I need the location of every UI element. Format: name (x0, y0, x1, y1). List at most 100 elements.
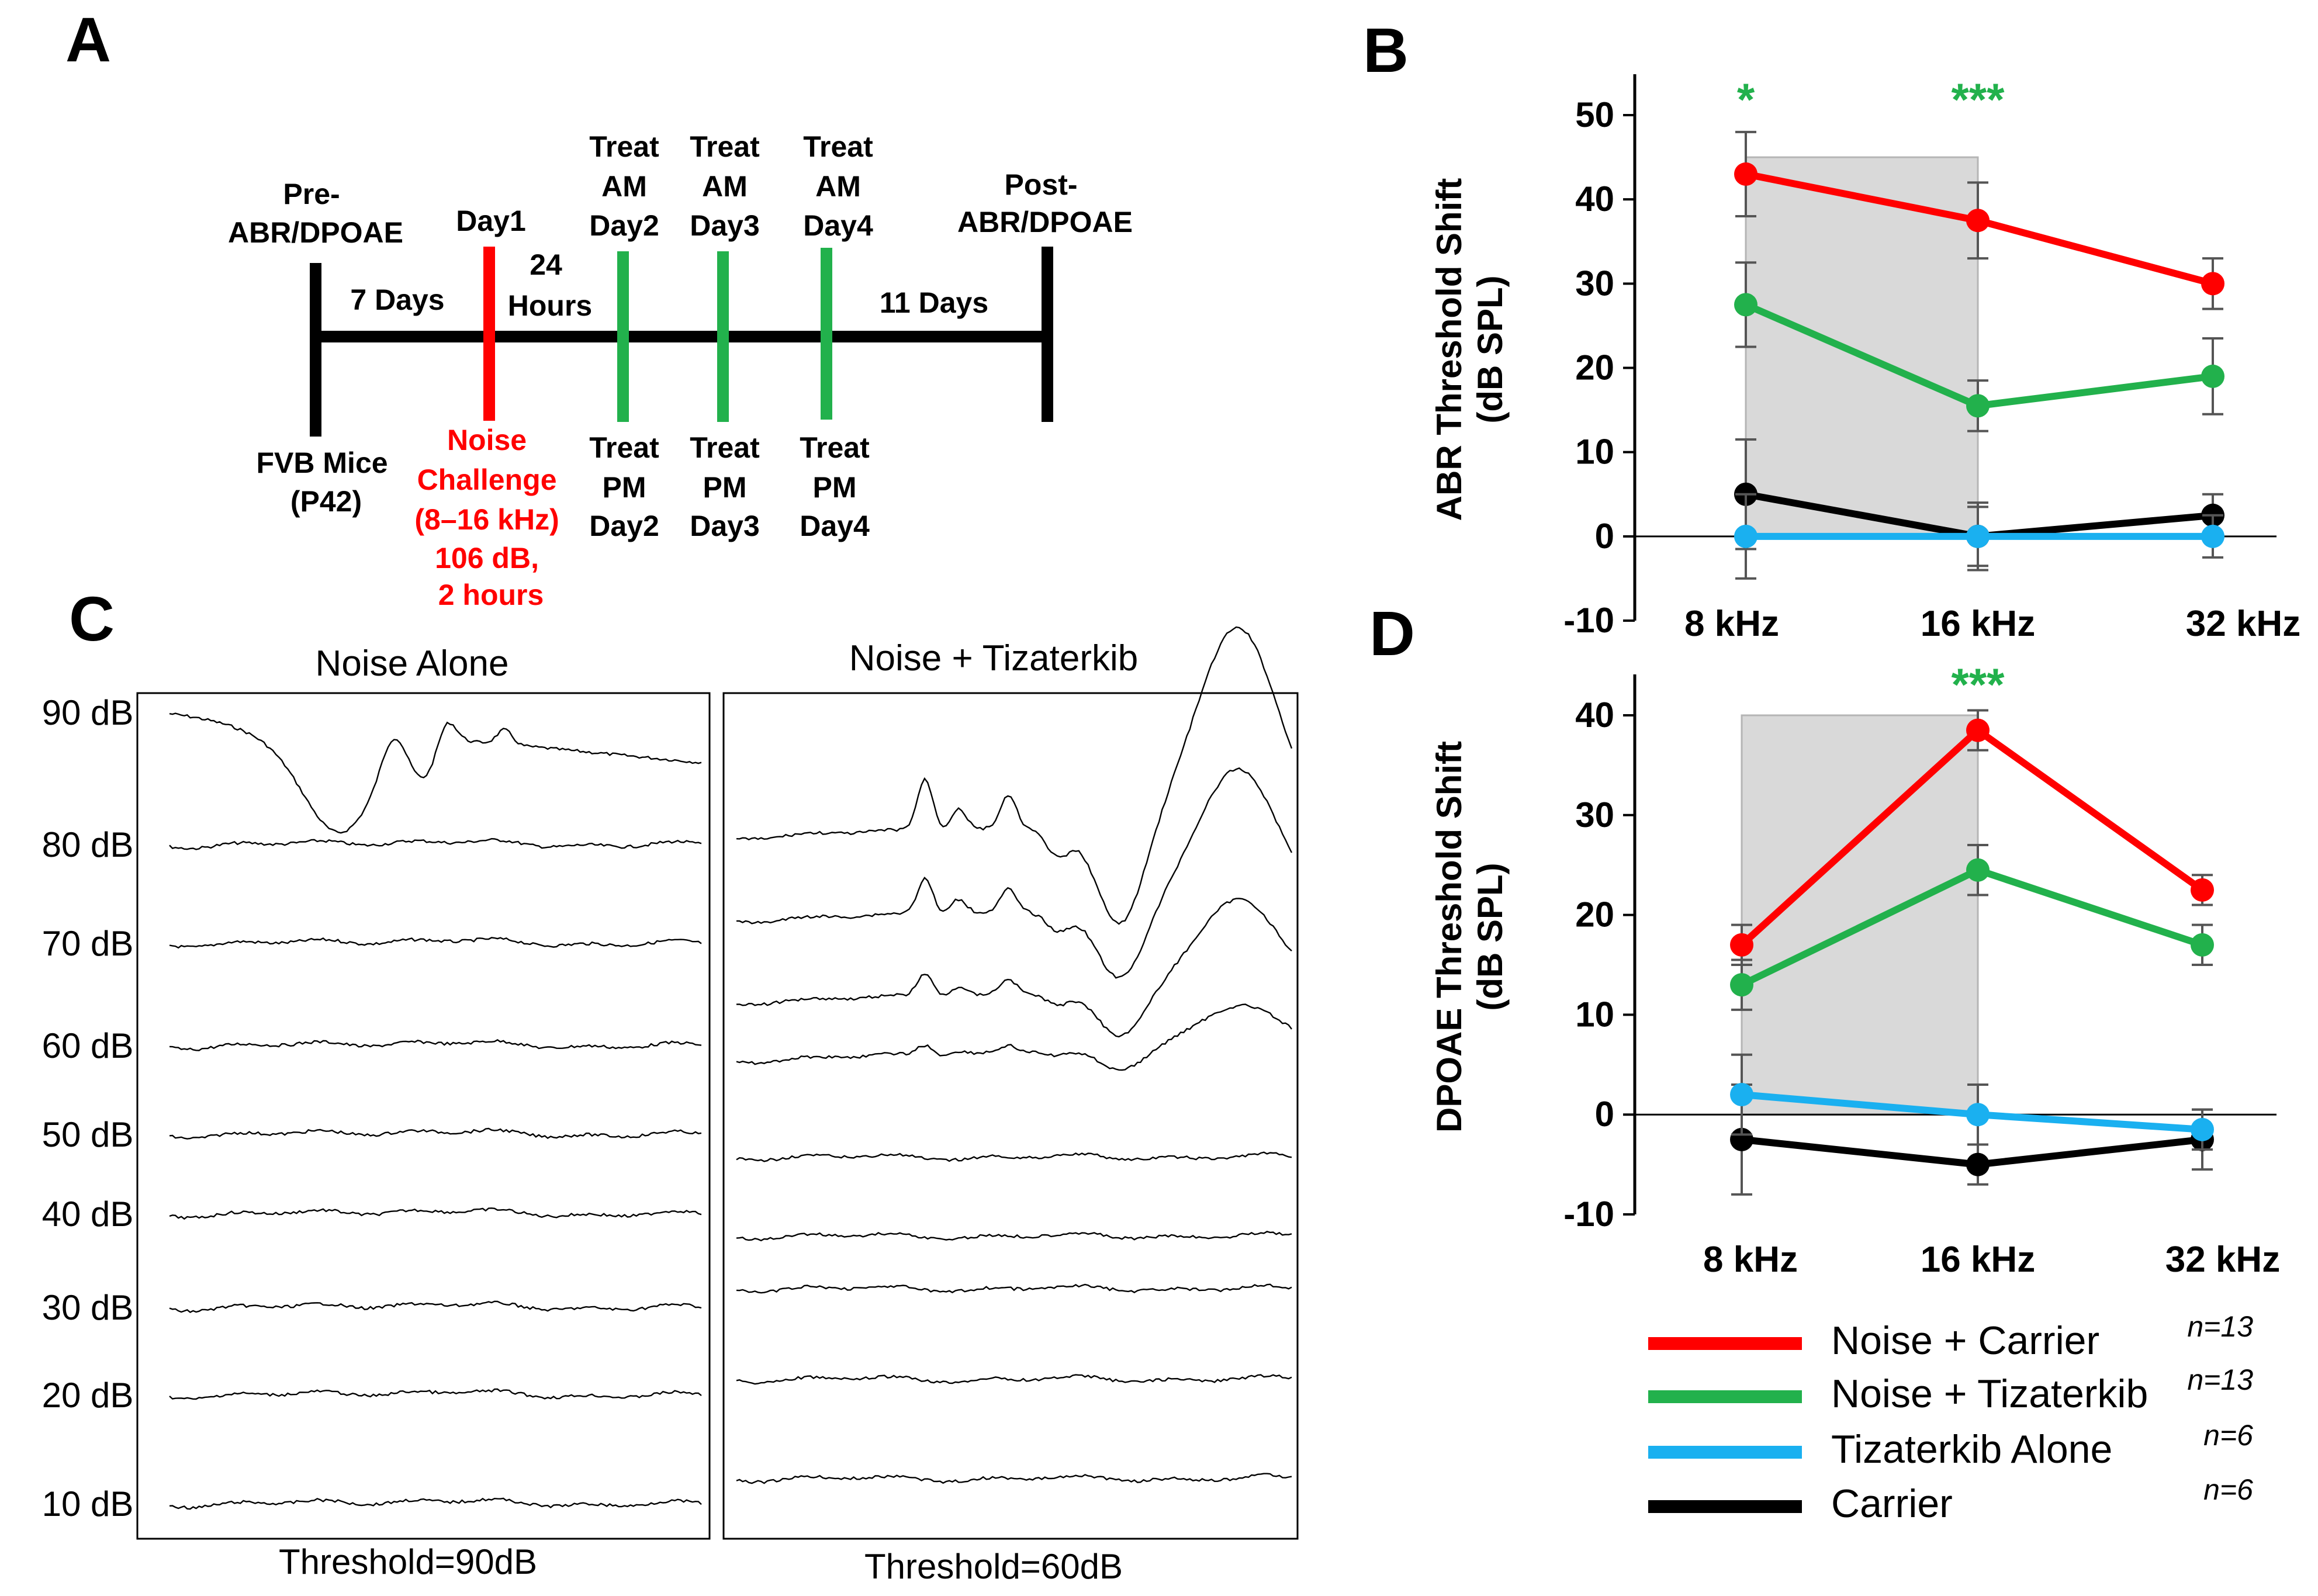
treat-pm-label: Treat PM Day3 (690, 431, 760, 542)
db-level-label: 90 dB (42, 693, 134, 732)
y-axis-title-line: DPOAE Threshold Shift (1430, 741, 1469, 1133)
y-tick-label: 40 (1575, 695, 1614, 735)
y-tick-label: 50 (1575, 95, 1614, 134)
mice-label: FVB Mice (P42) (257, 446, 396, 518)
waveform-noise-tizaterkib-trace (736, 1374, 1292, 1385)
eleven-days-label: 11 Days (880, 286, 988, 319)
y-tick-label: 0 (1595, 1095, 1614, 1134)
treat-am-label: Treat AM Day4 (803, 130, 873, 242)
waveform-noise-alone-flat (169, 1388, 702, 1400)
y-axis-title-line: (dB SPL) (1471, 863, 1510, 1010)
treat-pm-line: PM (703, 471, 747, 504)
legend-n: n=13 (2187, 1310, 2253, 1343)
data-point (1730, 1083, 1753, 1107)
data-point (2191, 1117, 2214, 1141)
pre-label: Pre- ABR/DPOAE (228, 178, 403, 249)
treat-pm-line: Day4 (800, 510, 870, 542)
y-tick-label: -10 (1563, 601, 1614, 640)
treat-am-line: Day4 (803, 209, 873, 242)
data-point (2201, 364, 2224, 388)
treat-am-line: Day3 (690, 209, 760, 242)
noise-band-shade (1745, 156, 1979, 538)
treat-pm-line: Day3 (690, 510, 760, 542)
db-level-label: 40 dB (42, 1195, 134, 1234)
panel-letter-c: C (69, 583, 115, 654)
y-axis-title-line: (dB SPL) (1471, 275, 1510, 423)
data-point (2201, 272, 2224, 296)
significance-marker: *** (1951, 74, 2005, 125)
treat-pm-line: Treat (589, 431, 659, 464)
waveform-title-noise-tizaterkib: Noise + Tizaterkib (849, 638, 1139, 678)
treat-pm-line: PM (603, 471, 646, 504)
noise-challenge-label: Noise Challenge (8–16 kHz) 106 dB, 2 hou… (414, 424, 567, 611)
threshold-noise-alone: Threshold=90dB (279, 1542, 537, 1581)
x-tick-label: 32 kHz (2186, 604, 2300, 644)
treat-am-labels: Treat AM Day2 Treat AM Day3 Treat AM Day4 (589, 130, 873, 242)
waveform-noise-alone-flat (169, 1300, 702, 1313)
data-point (2191, 878, 2214, 902)
treat-am-line: AM (815, 170, 861, 203)
legend-n: n=6 (2203, 1473, 2253, 1506)
treat-pm-line: Day2 (589, 510, 659, 542)
treat-am-label: Treat AM Day2 (589, 130, 659, 242)
treat-am-line: AM (601, 170, 647, 203)
waveform-box-noise-tizaterkib (722, 692, 1299, 1540)
treat-pm-labels: Treat PM Day2 Treat PM Day3 Treat PM Day4 (589, 431, 870, 542)
treat-am-label: Treat AM Day3 (690, 130, 760, 242)
waveform-noise-tizaterkib-trace (736, 626, 1293, 925)
hours-label: 24 Hours (508, 248, 592, 322)
legend-n: n=13 (2187, 1363, 2253, 1396)
waveform-noise-alone-flat (169, 837, 702, 850)
waveform-noise-tizaterkib-trace (736, 1473, 1292, 1484)
waveform-noise-tizaterkib-trace (736, 1230, 1292, 1242)
treat-pm-label: Treat PM Day4 (800, 431, 870, 542)
waveform-noise-alone-90db (169, 712, 702, 834)
day1-label: Day1 (456, 205, 526, 237)
treat-am-line: Treat (589, 130, 659, 163)
db-level-labels: 90 dB 80 dB 70 dB 60 dB 50 dB 40 dB 30 dB 20 dB… (42, 693, 134, 1524)
treat-pm-line: PM (813, 471, 857, 504)
treat-am-line: Treat (803, 130, 873, 163)
legend-label: Carrier (1831, 1481, 1953, 1526)
data-point (1730, 973, 1753, 997)
significance-marker: * (1737, 74, 1755, 125)
x-tick-label: 8 kHz (1684, 604, 1779, 644)
waveform-noise-tizaterkib-trace (736, 1003, 1292, 1071)
data-point (1966, 1152, 1990, 1176)
y-axis-title: ABR Threshold Shift(dB SPL) (1430, 178, 1510, 521)
y-tick-label: 0 (1595, 517, 1614, 556)
legend-label: Tizaterkib Alone (1831, 1427, 2112, 1472)
treat-pm-line: Treat (800, 431, 870, 464)
x-tick-label: 16 kHz (1921, 604, 2035, 644)
waveform-noise-alone-flat (169, 1497, 702, 1510)
abr-threshold-chart: -10 0 10 20 30 40 50 8 kHz 16 kHz 32 kHz ABR Thres… (1430, 74, 2300, 644)
treat-am-line: Day2 (589, 209, 659, 242)
panel-letter-d: D (1369, 598, 1415, 669)
waveform-box-noise-alone (136, 692, 711, 1540)
db-level-label: 10 dB (42, 1484, 134, 1524)
data-point (1966, 394, 1990, 418)
post-label: Post- ABR/DPOAE (957, 168, 1133, 238)
waveform-title-noise-alone: Noise Alone (316, 643, 509, 684)
waveform-panel: Noise Alone Noise + Tizaterkib 90 dB 80 d… (42, 626, 1299, 1586)
data-point (1734, 524, 1757, 548)
x-tick-label: 32 kHz (2165, 1240, 2280, 1280)
y-tick-label: 10 (1575, 995, 1614, 1034)
panel-letter-a: A (65, 4, 111, 75)
data-point (1730, 933, 1753, 957)
db-level-label: 30 dB (42, 1288, 134, 1327)
treat-am-line: Treat (690, 130, 760, 163)
threshold-noise-tizaterkib: Threshold=60dB (864, 1547, 1123, 1586)
waveform-noise-tizaterkib-trace (736, 1151, 1292, 1162)
y-tick-label: 30 (1575, 264, 1614, 303)
seven-days-label: 7 Days (350, 283, 444, 316)
waveform-noise-alone-flat (169, 1038, 702, 1051)
legend-n: n=6 (2203, 1419, 2253, 1452)
y-axis-title-line: ABR Threshold Shift (1430, 178, 1469, 521)
significance-marker: *** (1951, 659, 2005, 710)
panel-letter-b: B (1363, 15, 1409, 85)
data-point (1966, 718, 1990, 742)
y-tick-label: -10 (1563, 1195, 1614, 1234)
waveform-noise-tizaterkib-trace (736, 898, 1292, 1038)
